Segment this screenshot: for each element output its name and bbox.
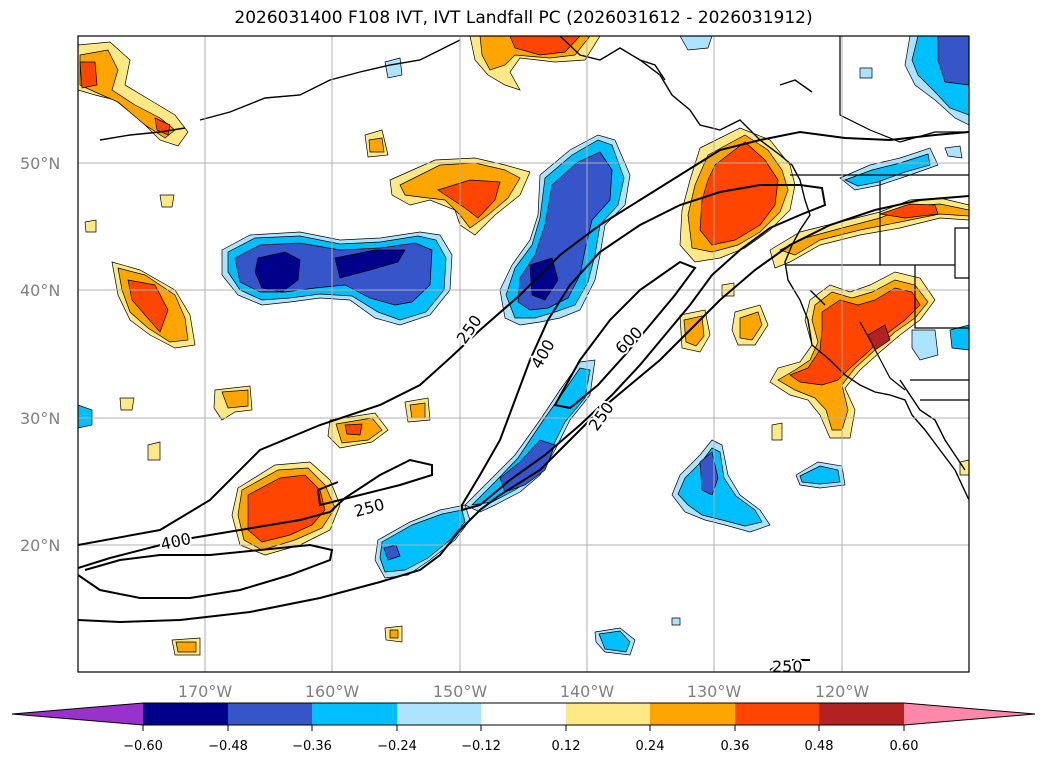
colorbar-segment bbox=[481, 703, 566, 725]
colorbar-segment bbox=[735, 703, 819, 725]
lon-label-160w: 160°W bbox=[305, 682, 360, 701]
ivt-contours bbox=[78, 130, 969, 671]
lat-label-50n: 50°N bbox=[20, 154, 60, 173]
colorbar-tick-labels: −0.60 −0.48 −0.36 −0.24 −0.12 0.12 0.24 … bbox=[123, 739, 918, 754]
cb-tick-label: 0.12 bbox=[552, 739, 581, 754]
lon-label-140w: 140°W bbox=[560, 682, 615, 701]
colorbar-segment bbox=[566, 703, 650, 725]
lat-label-40n: 40°N bbox=[20, 281, 60, 300]
colorbar: −0.60 −0.48 −0.36 −0.24 −0.12 0.12 0.24 … bbox=[11, 702, 1036, 754]
lon-label-130w: 130°W bbox=[687, 682, 742, 701]
cb-tick-label: 0.48 bbox=[805, 739, 834, 754]
cb-tick-label: −0.48 bbox=[208, 739, 248, 754]
colorbar-segment bbox=[397, 703, 481, 725]
lon-label-170w: 170°W bbox=[178, 682, 233, 701]
cb-tick-label: 0.24 bbox=[636, 739, 665, 754]
cb-tick-label: −0.60 bbox=[123, 739, 163, 754]
longitude-labels: 170°W 160°W 150°W 140°W 130°W 120°W bbox=[178, 682, 870, 701]
map-frame bbox=[77, 35, 970, 673]
lat-label-20n: 20°N bbox=[20, 536, 60, 555]
cb-tick-label: −0.12 bbox=[461, 739, 501, 754]
cb-tick-label: 0.60 bbox=[890, 739, 919, 754]
lon-label-120w: 120°W bbox=[815, 682, 870, 701]
gridlines bbox=[78, 36, 969, 672]
contour-label-250-bottom: 250 bbox=[772, 657, 803, 676]
cb-tick-label: −0.36 bbox=[292, 739, 332, 754]
colorbar-ticks bbox=[142, 725, 905, 731]
colorbar-segment bbox=[819, 703, 904, 725]
lon-label-150w: 150°W bbox=[433, 682, 488, 701]
colorbar-segment bbox=[143, 703, 228, 725]
colorbar-extend-high bbox=[904, 703, 1035, 725]
lat-label-30n: 30°N bbox=[20, 409, 60, 428]
colorbar-segment bbox=[228, 703, 312, 725]
map-title: 2026031400 F108 IVT, IVT Landfall PC (20… bbox=[234, 8, 813, 28]
political-borders bbox=[785, 36, 969, 401]
colorbar-extend-low bbox=[12, 703, 143, 725]
coastlines bbox=[99, 36, 969, 501]
colorbar-segment bbox=[312, 703, 397, 725]
positive-pc-fields bbox=[78, 36, 969, 656]
colorbar-segment bbox=[650, 703, 735, 725]
latitude-labels: 50°N 40°N 30°N 20°N bbox=[20, 154, 60, 555]
cb-tick-label: 0.36 bbox=[721, 739, 750, 754]
cb-tick-label: −0.24 bbox=[377, 739, 417, 754]
